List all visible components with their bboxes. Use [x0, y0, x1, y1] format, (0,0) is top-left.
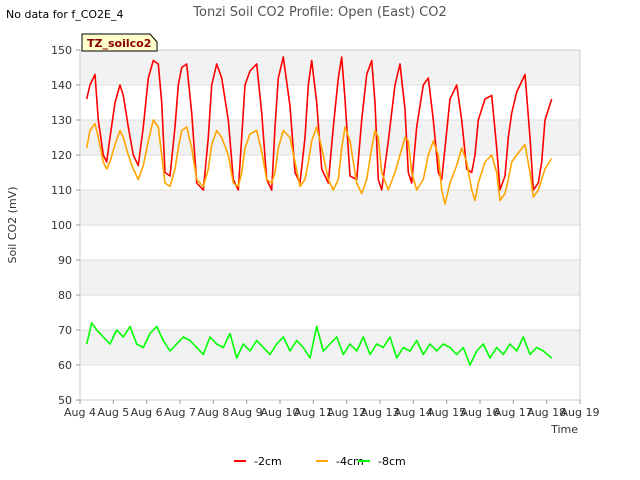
band	[80, 50, 580, 85]
x-tick-label: Aug 12	[327, 406, 366, 419]
series-line-minus-4cm	[85, 119, 553, 205]
x-tick-label: Aug 6	[131, 406, 163, 419]
y-tick-label: 110	[51, 184, 72, 197]
x-tick-label: Aug 7	[164, 406, 196, 419]
y-tick-label: 100	[51, 219, 72, 232]
x-tick-label: Aug 5	[97, 406, 129, 419]
x-tick-label: Aug 11	[294, 406, 333, 419]
no-data-note: No data for f_CO2E_4	[6, 8, 124, 21]
legend: -2cm -4cm -8cm	[234, 455, 406, 468]
y-axis-ticks: 50 60 70 80 90 100 110 120 130 140 150	[51, 44, 80, 407]
y-tick-label: 70	[58, 324, 72, 337]
y-tick-label: 60	[58, 359, 72, 372]
x-tick-label: Aug 10	[261, 406, 300, 419]
y-tick-label: 130	[51, 114, 72, 127]
series-layer	[85, 56, 553, 366]
y-axis-label: Soil CO2 (mV)	[6, 187, 19, 264]
y-tick-label: 80	[58, 289, 72, 302]
legend-label: -2cm	[254, 455, 282, 468]
band	[80, 85, 580, 120]
x-tick-label: Aug 19	[561, 406, 600, 419]
y-tick-label: 90	[58, 254, 72, 267]
x-tick-label: Aug 8	[197, 406, 229, 419]
band	[80, 365, 580, 400]
chart-title: Tonzi Soil CO2 Profile: Open (East) CO2	[192, 5, 446, 20]
x-tick-label: Aug 4	[64, 406, 96, 419]
dataset-tag-label: TZ_soilco2	[87, 37, 151, 50]
x-tick-label: Aug 9	[231, 406, 263, 419]
band	[80, 260, 580, 295]
band	[80, 225, 580, 260]
legend-label: -4cm	[336, 455, 364, 468]
dataset-tag: TZ_soilco2	[81, 33, 158, 52]
x-tick-label: Aug 15	[427, 406, 466, 419]
y-tick-label: 140	[51, 79, 72, 92]
x-tick-label: Aug 17	[494, 406, 533, 419]
band	[80, 330, 580, 365]
x-tick-label: Aug 14	[394, 406, 433, 419]
band	[80, 190, 580, 225]
band	[80, 120, 580, 155]
series-line-minus-2cm	[85, 56, 553, 191]
legend-label: -8cm	[378, 455, 406, 468]
y-tick-label: 50	[58, 394, 72, 407]
y-tick-label: 150	[51, 44, 72, 57]
x-tick-label: Aug 18	[527, 406, 566, 419]
x-axis-label: Time	[550, 423, 578, 436]
dataset-tag-box	[81, 33, 158, 52]
y-tick-label: 120	[51, 149, 72, 162]
series-line-minus-8cm	[85, 322, 553, 366]
x-tick-label: Aug 13	[361, 406, 400, 419]
band	[80, 295, 580, 330]
x-tick-label: Aug 16	[461, 406, 500, 419]
